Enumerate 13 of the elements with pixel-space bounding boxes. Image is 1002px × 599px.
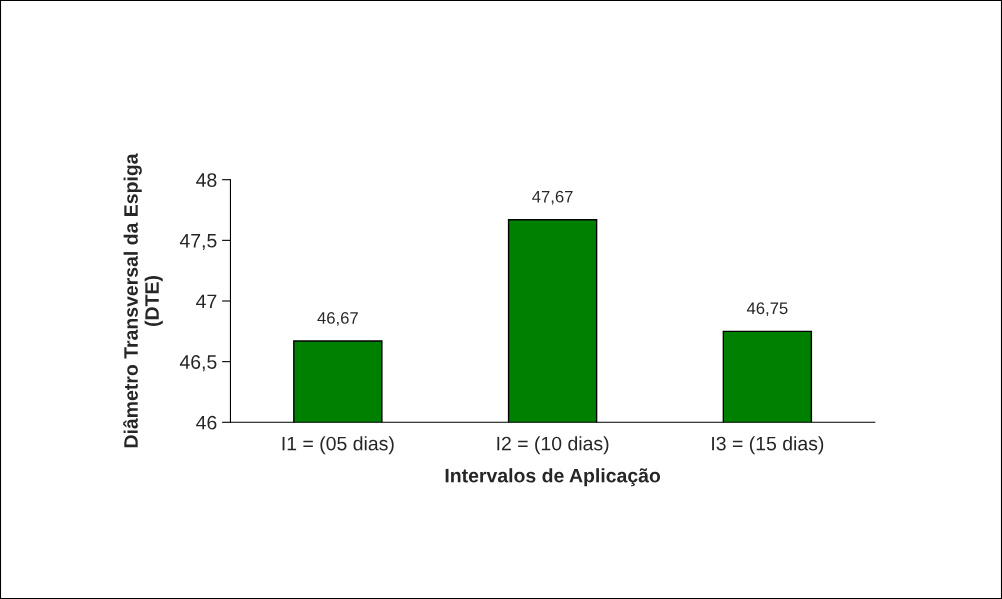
y-axis-title: Diâmetro Transversal da Espiga (DTE) — [123, 153, 163, 448]
data-label: 46,75 — [746, 302, 788, 317]
data-label: 46,67 — [317, 312, 358, 326]
y-tick-label: 47,5 — [179, 234, 217, 250]
y-tick-label: 47 — [196, 294, 217, 309]
y-tick-label: 46 — [196, 415, 217, 430]
x-axis-title: Intervalos de Aplicação — [445, 468, 661, 487]
x-tick-label: I2 = (10 dias) — [497, 436, 609, 455]
y-tick-label: 48 — [196, 173, 217, 187]
x-tick-label: I1 = (05 dias) — [282, 436, 394, 455]
y-tick-label: 46,5 — [179, 355, 217, 372]
data-label: 47,67 — [532, 190, 573, 205]
x-tick-label: I3 = (15 dias) — [712, 436, 824, 455]
